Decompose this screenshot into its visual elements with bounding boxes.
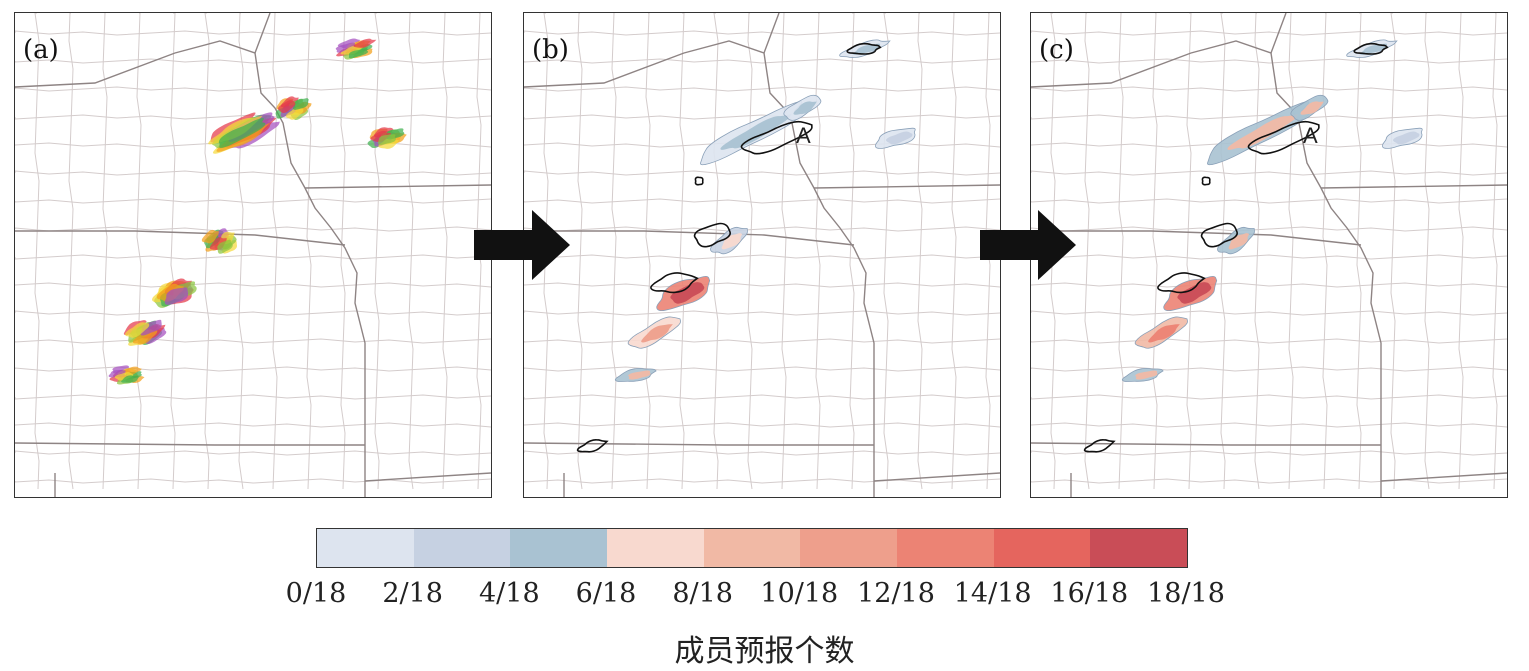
member-swath <box>132 329 158 345</box>
observed-outline <box>1083 438 1116 453</box>
colorbar-tick-label: 8/18 <box>672 578 733 609</box>
probability-core <box>720 114 792 150</box>
annotation-a-b: A <box>796 123 811 148</box>
probability-core <box>670 282 705 304</box>
colorbar-tick-label: 0/18 <box>285 578 347 609</box>
colorbar <box>316 528 1188 568</box>
observed-outline <box>1157 272 1206 294</box>
observed-outline <box>693 222 732 248</box>
colorbar-tick-label: 14/18 <box>953 578 1032 609</box>
probability-core <box>1135 370 1158 380</box>
colorbar-segment <box>510 529 608 567</box>
colorbar-segment <box>607 529 704 567</box>
probability-core <box>721 233 743 250</box>
panel-a: (a) <box>14 12 492 498</box>
panel-c: A (c) <box>1030 12 1508 498</box>
colorbar-tick-label: 6/18 <box>575 578 637 609</box>
probability-core <box>1177 282 1212 304</box>
observed-outline <box>1200 222 1239 248</box>
member-swath <box>140 319 162 336</box>
member-forecast-swaths <box>108 38 407 385</box>
observed-outline <box>846 42 882 55</box>
member-swath <box>335 42 356 53</box>
panel-label-b: (b) <box>532 35 569 65</box>
probability-core <box>1300 101 1324 115</box>
observed-outlines <box>576 42 882 453</box>
member-swath <box>218 117 266 148</box>
annotation-a-c: A <box>1303 123 1318 148</box>
probability-core <box>1359 43 1388 55</box>
probability-core <box>628 370 651 380</box>
probability-core <box>1148 324 1180 343</box>
map-c: A <box>1031 13 1507 497</box>
observed-outline <box>1353 42 1389 55</box>
observed-outlines <box>1083 42 1389 453</box>
county-boundaries <box>1031 13 1507 497</box>
member-swath <box>217 239 233 254</box>
colorbar-segment <box>897 529 994 567</box>
colorbar-segment <box>800 529 898 567</box>
observed-outline <box>1201 176 1211 186</box>
county-boundaries <box>15 13 491 497</box>
probability-core <box>852 43 881 55</box>
probability-core <box>886 131 913 145</box>
observed-outline <box>650 272 699 294</box>
member-swath <box>370 130 392 143</box>
colorbar-segment <box>317 529 414 567</box>
colorbar-tick-label: 4/18 <box>479 578 540 609</box>
member-swath <box>348 48 369 59</box>
colorbar-title: 成员预报个数 <box>674 634 855 669</box>
colorbar-tick-label: 10/18 <box>760 578 839 609</box>
colorbar-tick-label: 16/18 <box>1050 578 1129 609</box>
colorbar-tick-label: 18/18 <box>1147 578 1225 609</box>
member-swath <box>201 229 219 244</box>
member-swath <box>285 107 304 120</box>
member-swath <box>353 38 377 48</box>
arrow-right-icon <box>980 210 1076 280</box>
observed-outline <box>694 176 704 186</box>
member-swath <box>164 287 189 305</box>
colorbar-tick-label: 2/18 <box>382 578 443 609</box>
colorbar-segment <box>703 529 801 567</box>
member-swath <box>292 98 309 110</box>
probability-core <box>793 101 817 115</box>
member-swath <box>124 322 150 338</box>
probability-core <box>1228 233 1250 250</box>
probability-swaths <box>1121 39 1423 382</box>
observed-outline <box>576 438 609 453</box>
colorbar-tick-label: 12/18 <box>857 578 935 609</box>
member-swath <box>278 100 296 113</box>
member-swath <box>340 45 364 55</box>
arrow-right-icon <box>474 210 570 280</box>
probability-core <box>1393 131 1420 145</box>
map-a <box>15 13 491 497</box>
map-b: A <box>524 13 1000 497</box>
panel-label-a: (a) <box>23 35 59 65</box>
county-boundaries <box>524 13 1000 497</box>
observed-outline <box>1247 120 1320 155</box>
probability-core <box>641 324 673 343</box>
member-swath <box>378 134 396 145</box>
colorbar-segment <box>993 529 1091 567</box>
panel-b: A (b) <box>523 12 1001 498</box>
probability-core <box>1227 114 1299 150</box>
colorbar-segment <box>1090 529 1188 567</box>
panel-label-c: (c) <box>1039 35 1074 65</box>
colorbar-segment <box>413 529 511 567</box>
member-swath <box>114 372 134 381</box>
member-swath <box>121 375 139 383</box>
observed-outline <box>740 120 813 155</box>
